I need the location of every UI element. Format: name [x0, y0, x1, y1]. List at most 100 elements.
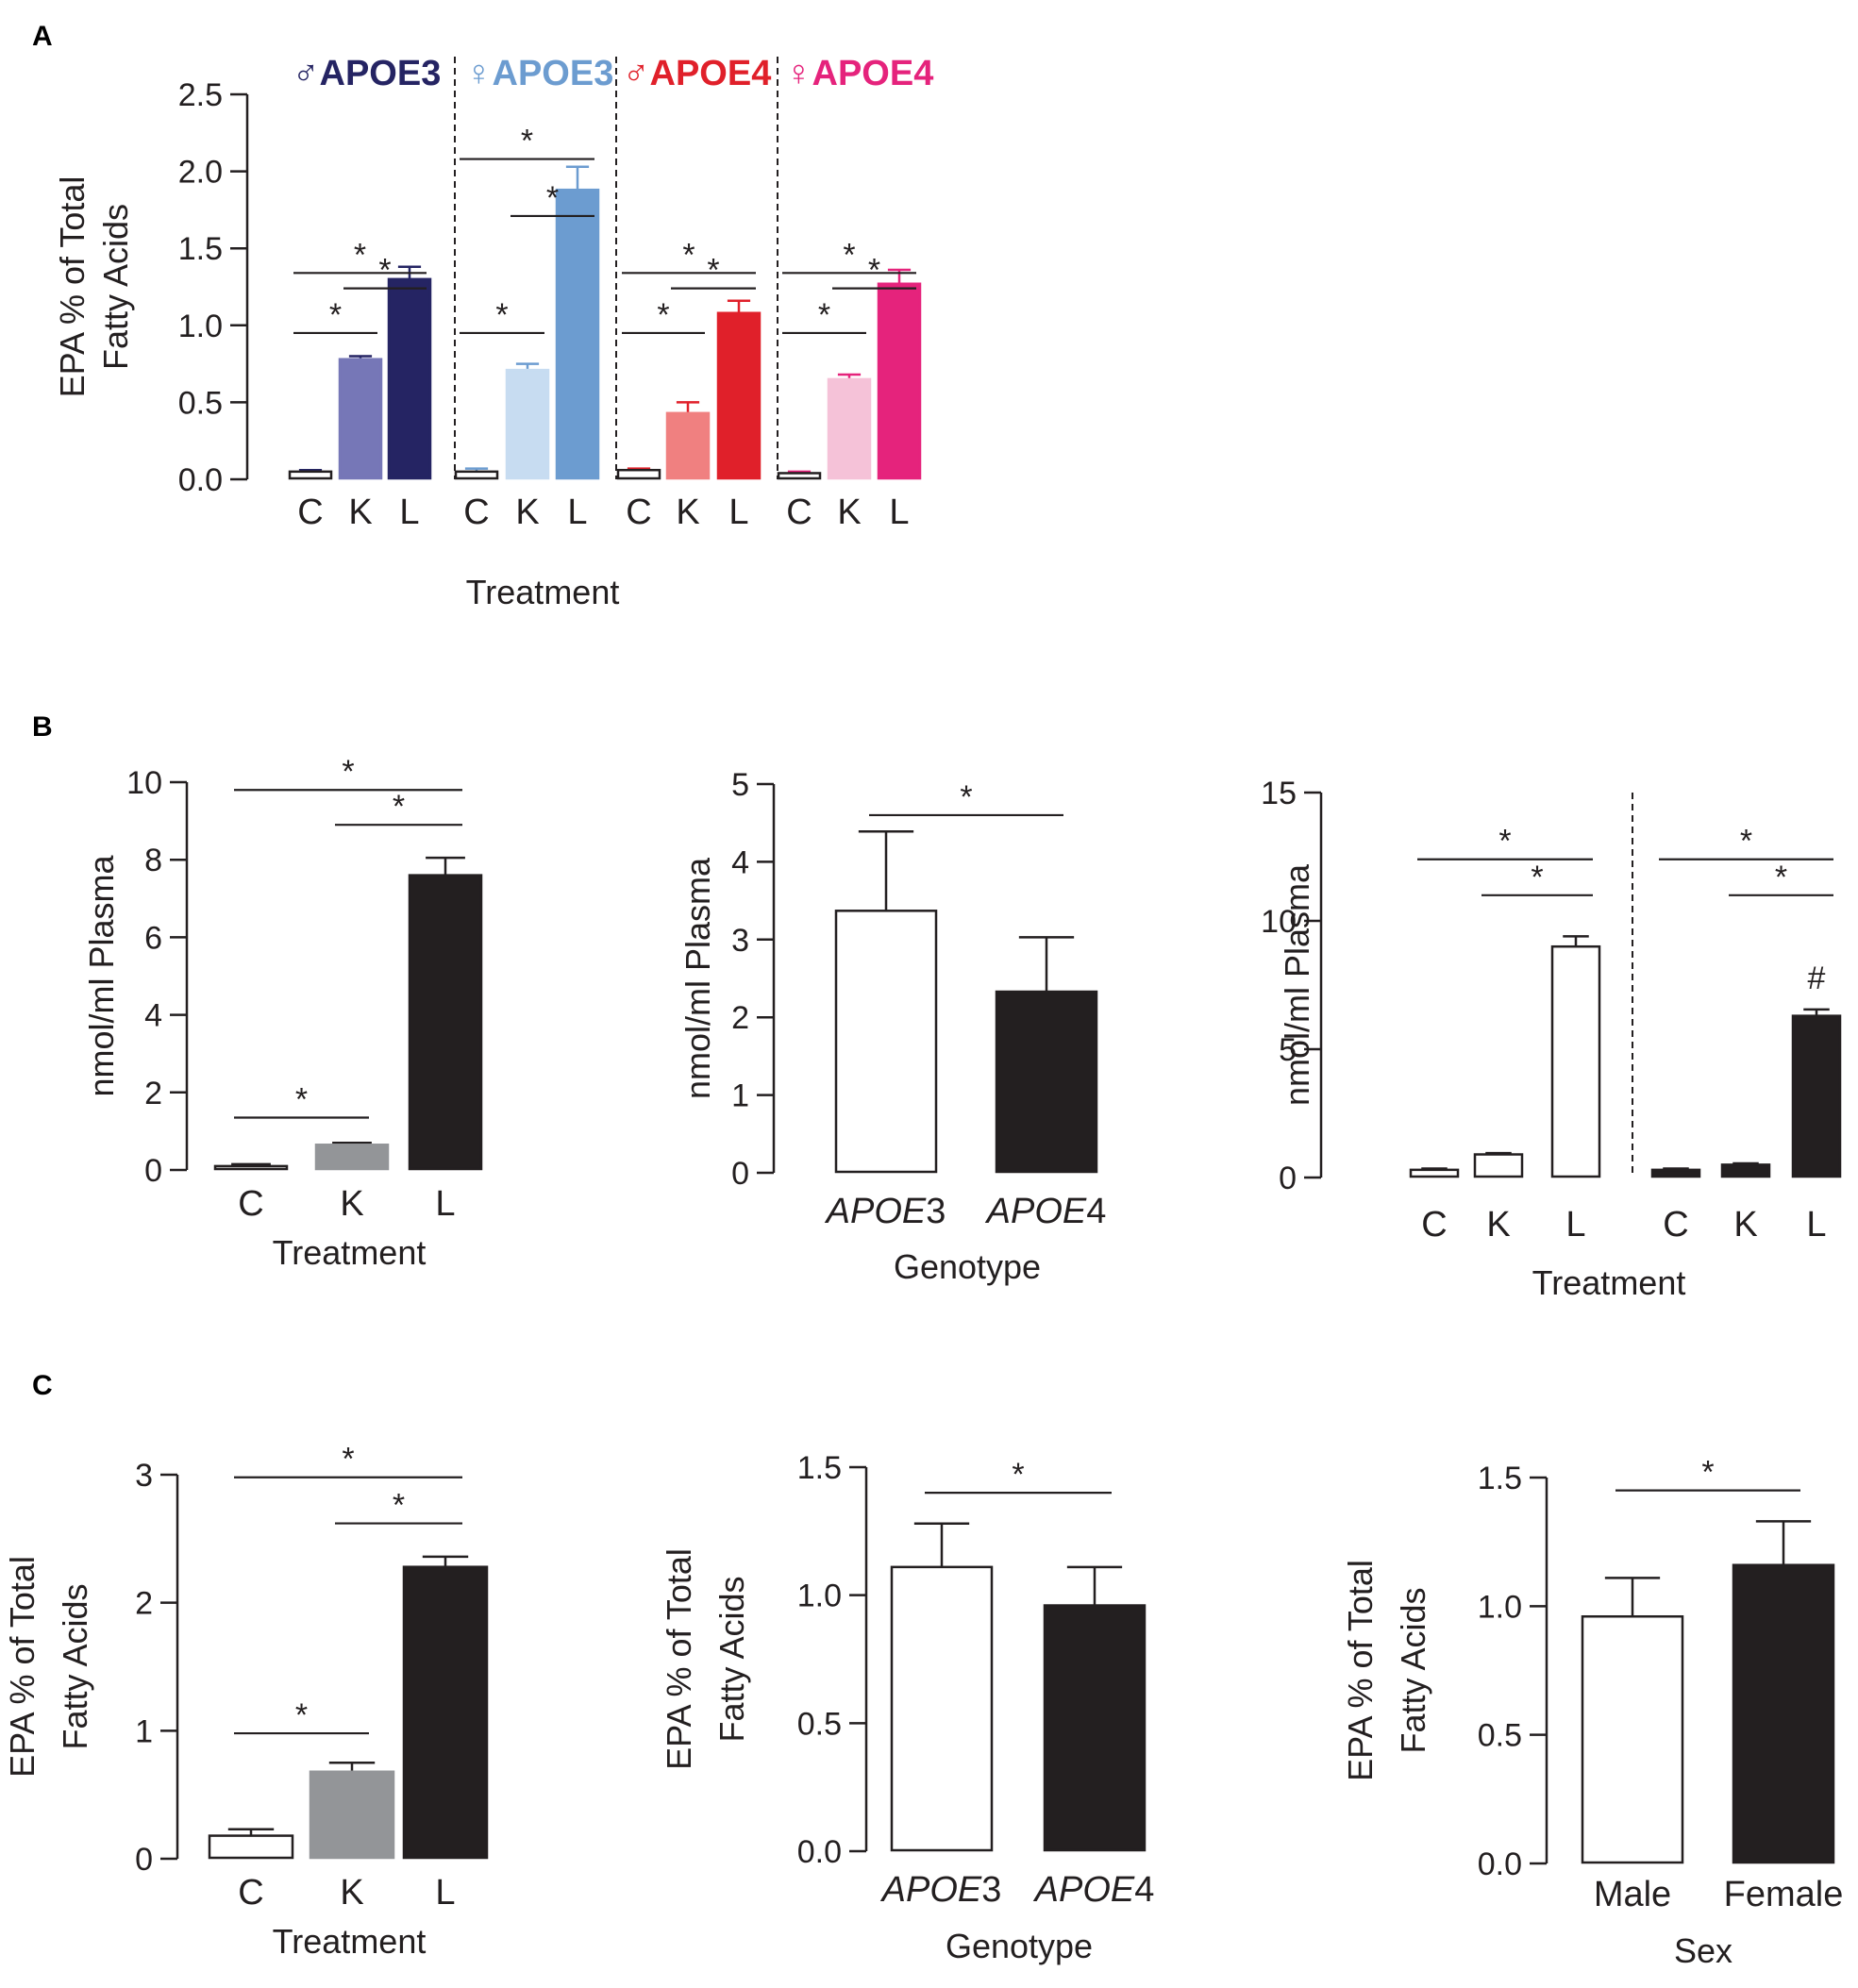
b3-sig-star: * [1531, 860, 1543, 895]
c2-y-label: EPA % of Total Fatty Acids [660, 1548, 751, 1770]
c2-y-tick-label: 0.5 [797, 1706, 842, 1742]
b3-x-tick-label: L [1806, 1205, 1826, 1245]
b2-y-label: nmol/ml Plasma [678, 857, 717, 1099]
a-x-tick-label: K [515, 493, 539, 532]
b1-bar [408, 874, 483, 1171]
b1-x-tick-label: L [435, 1184, 455, 1224]
b2-sig-star: * [960, 779, 972, 815]
b3-sig-star: * [1775, 860, 1787, 895]
c2-x-tick-label-num: 4 [1134, 1870, 1154, 1910]
a-sig-star: * [682, 237, 695, 273]
c3-x-label: Sex [1674, 1931, 1732, 1970]
a-bar [827, 377, 872, 480]
a-genotype: APOE4 [812, 54, 934, 93]
b3-y-tick-label: 10 [1261, 904, 1297, 940]
c1-y-tick-label: 3 [135, 1458, 153, 1494]
c1-x-tick-label: L [435, 1873, 455, 1913]
a-x-tick-label: L [399, 493, 419, 532]
b2-x-tick-label-num: 4 [1086, 1192, 1106, 1231]
a-group-title: ♂APOE4 [623, 54, 771, 93]
panel-label-a: A [32, 21, 53, 52]
b3-x-label: Treatment [1532, 1263, 1686, 1302]
b1-y-tick-label: 10 [126, 765, 162, 801]
b1-sig-star: * [342, 754, 354, 790]
a-bar [777, 472, 822, 480]
c1-y-tick-label: 1 [135, 1713, 153, 1749]
c2-x-tick-label-gene: APOE [880, 1870, 982, 1910]
b3-y-tick-label: 15 [1261, 776, 1297, 811]
b3-x-tick-label: C [1421, 1205, 1447, 1245]
c3-x-tick-label: Male [1594, 1875, 1671, 1914]
b2-y-tick-label: 1 [731, 1078, 749, 1114]
c1-y-label-line: EPA % of Total [3, 1556, 42, 1778]
c1-sig-star: * [342, 1442, 354, 1478]
b2-x-tick-label: APOE4 [985, 1192, 1107, 1231]
panel-label-c: C [32, 1370, 53, 1401]
c1-bar [402, 1565, 489, 1860]
a-x-label: Treatment [466, 573, 620, 611]
a-genotype: APOE3 [320, 54, 442, 93]
a-bar [505, 368, 550, 480]
c2-y-tick-label: 1.0 [797, 1579, 842, 1614]
b2-x-tick-label-gene: APOE [985, 1192, 1087, 1231]
b1-y-tick-label: 8 [144, 843, 162, 878]
a-y-tick-label: 2.0 [178, 155, 223, 191]
a-sex-symbol: ♀ [465, 54, 493, 93]
b2-y-tick-label: 5 [731, 767, 749, 803]
a-y-label-line: EPA % of Total [53, 176, 92, 398]
b1-y-label: nmol/ml Plasma [82, 854, 121, 1096]
b1-y-label-line: nmol/ml Plasma [82, 854, 121, 1096]
a-sig-star: * [495, 297, 508, 333]
a-sex-symbol: ♀ [785, 54, 812, 93]
a-sex-symbol: ♂ [623, 54, 650, 93]
b1-y-tick-label: 2 [144, 1076, 162, 1111]
a-sig-star: * [657, 297, 669, 333]
a-x-tick-label: C [463, 493, 489, 532]
b3-sig-star: * [1740, 824, 1752, 860]
c3-y-tick-label: 1.5 [1478, 1461, 1522, 1496]
a-x-tick-label: C [786, 493, 812, 532]
a-bar [387, 277, 432, 480]
b1-bar [213, 1164, 289, 1171]
c2-y-label-line: Fatty Acids [712, 1576, 751, 1742]
a-bar [338, 358, 383, 480]
c1-y-label-line: Fatty Acids [56, 1583, 94, 1749]
b3-bar [1791, 1014, 1842, 1178]
b3-y-label: nmol/ml Plasma [1278, 863, 1316, 1106]
b3-sig-star: * [1498, 824, 1511, 860]
b3-hash-annotation: # [1808, 961, 1826, 996]
b3-bar [1650, 1168, 1701, 1178]
panel-label-b: B [32, 711, 53, 743]
b2-x-label: Genotype [894, 1247, 1041, 1286]
c3-y-tick-label: 1.0 [1478, 1589, 1522, 1625]
c2-bar [1043, 1604, 1147, 1852]
c3-y-label: EPA % of Total Fatty Acids [1341, 1560, 1432, 1781]
b1-x-tick-label: C [238, 1184, 263, 1224]
b3-x-tick-label: L [1565, 1205, 1585, 1245]
b2-x-tick-label: APOE3 [825, 1192, 946, 1231]
a-sig-star: * [521, 124, 533, 159]
b3-y-tick-label: 5 [1279, 1032, 1297, 1068]
b2-y-tick-label: 0 [731, 1156, 749, 1192]
c2-x-label: Genotype [946, 1927, 1093, 1965]
b2-x-tick-label-gene: APOE [825, 1192, 927, 1231]
c3-y-tick-label: 0.0 [1478, 1846, 1522, 1882]
c2-x-tick-label: APOE3 [880, 1870, 1002, 1910]
c1-bar [309, 1770, 395, 1860]
a-bar [877, 282, 922, 480]
b1-sig-star: * [295, 1082, 308, 1118]
b2-bar [834, 910, 938, 1174]
c1-y-tick-label: 2 [135, 1586, 153, 1622]
c1-x-tick-label: C [238, 1873, 263, 1913]
b3-bar [1720, 1163, 1771, 1178]
b3-bar [1473, 1153, 1524, 1178]
c3-sig-star: * [1701, 1455, 1714, 1491]
a-x-tick-label: L [889, 493, 909, 532]
b3-bar [1550, 944, 1601, 1178]
c3-y-label-line: Fatty Acids [1394, 1587, 1432, 1753]
b1-x-label: Treatment [273, 1233, 427, 1272]
a-genotype: APOE4 [650, 54, 772, 93]
b2-y-tick-label: 4 [731, 844, 749, 880]
b2-y-label-line: nmol/ml Plasma [678, 857, 717, 1099]
a-x-tick-label: L [567, 493, 587, 532]
